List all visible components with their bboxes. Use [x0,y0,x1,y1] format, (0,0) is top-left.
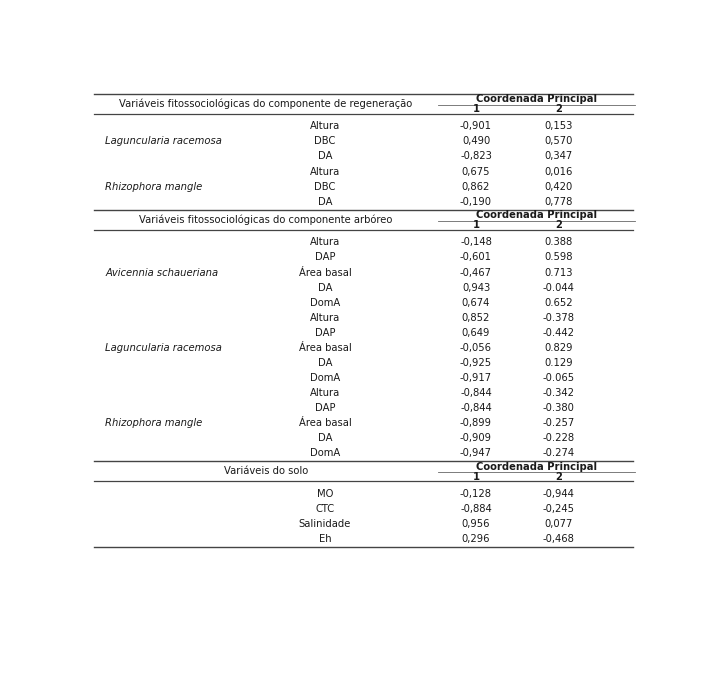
Text: 0,675: 0,675 [462,166,490,177]
Text: -0.228: -0.228 [542,433,574,443]
Text: -0,901: -0,901 [460,121,492,131]
Text: DA: DA [318,197,332,207]
Text: Laguncularia racemosa: Laguncularia racemosa [105,343,222,353]
Text: -0,056: -0,056 [460,343,492,353]
Text: DomA: DomA [310,448,340,458]
Text: DAP: DAP [315,328,335,338]
Text: 0.713: 0.713 [545,268,573,278]
Text: -0.378: -0.378 [542,313,574,323]
Text: -0,128: -0,128 [460,489,492,499]
Text: 0,077: 0,077 [545,519,573,529]
Text: -0,468: -0,468 [542,534,574,544]
Text: Altura: Altura [310,313,340,323]
Text: 0,296: 0,296 [462,534,490,544]
Text: Avicennia schaueriana: Avicennia schaueriana [105,268,218,278]
Text: 0,490: 0,490 [462,136,490,146]
Text: -0,917: -0,917 [460,373,492,383]
Text: Coordenada Principal: Coordenada Principal [476,462,597,472]
Text: Variáveis do solo: Variáveis do solo [224,466,308,477]
Text: 0.388: 0.388 [545,237,573,247]
Text: 1: 1 [472,104,479,114]
Text: -0,844: -0,844 [460,403,492,413]
Text: 0,153: 0,153 [545,121,573,131]
Text: 0,570: 0,570 [545,136,573,146]
Text: -0,844: -0,844 [460,388,492,398]
Text: 0,778: 0,778 [545,197,573,207]
Text: 0,649: 0,649 [462,328,490,338]
Text: 0,943: 0,943 [462,282,490,293]
Text: -0,601: -0,601 [460,253,492,262]
Text: -0,467: -0,467 [460,268,492,278]
Text: 0,862: 0,862 [462,181,490,191]
Text: Altura: Altura [310,121,340,131]
Text: -0.257: -0.257 [542,418,574,428]
Text: 0,420: 0,420 [545,181,573,191]
Text: DA: DA [318,282,332,293]
Text: 0,956: 0,956 [462,519,490,529]
Text: -0,190: -0,190 [460,197,492,207]
Text: -0,909: -0,909 [460,433,492,443]
Text: Área basal: Área basal [298,268,351,278]
Text: Rhizophora mangle: Rhizophora mangle [105,418,202,428]
Text: 2: 2 [555,472,562,482]
Text: 0,674: 0,674 [462,298,490,307]
Text: Coordenada Principal: Coordenada Principal [476,94,597,104]
Text: 0,347: 0,347 [545,152,573,162]
Text: DomA: DomA [310,298,340,307]
Text: DBC: DBC [314,136,335,146]
Text: 2: 2 [555,104,562,114]
Text: Área basal: Área basal [298,418,351,428]
Text: -0,823: -0,823 [460,152,492,162]
Text: Altura: Altura [310,388,340,398]
Text: Laguncularia racemosa: Laguncularia racemosa [105,136,222,146]
Text: 2: 2 [555,220,562,231]
Text: -0,925: -0,925 [460,358,492,368]
Text: DA: DA [318,358,332,368]
Text: DA: DA [318,152,332,162]
Text: Variáveis fitossociológicas do componente arbóreo: Variáveis fitossociológicas do component… [139,214,393,225]
Text: -0.274: -0.274 [542,448,574,458]
Text: -0,947: -0,947 [460,448,492,458]
Text: 0.129: 0.129 [544,358,573,368]
Text: Rhizophora mangle: Rhizophora mangle [105,181,202,191]
Text: -0,944: -0,944 [542,489,574,499]
Text: Área basal: Área basal [298,343,351,353]
Text: MO: MO [317,489,333,499]
Text: 0,016: 0,016 [545,166,573,177]
Text: Variáveis fitossociológicas do componente de regeneração: Variáveis fitossociológicas do component… [119,98,413,109]
Text: DAP: DAP [315,403,335,413]
Text: 1: 1 [472,220,479,231]
Text: DBC: DBC [314,181,335,191]
Text: DAP: DAP [315,253,335,262]
Text: Eh: Eh [318,534,331,544]
Text: Coordenada Principal: Coordenada Principal [476,210,597,220]
Text: -0.442: -0.442 [542,328,574,338]
Text: 0,852: 0,852 [462,313,490,323]
Text: -0,899: -0,899 [460,418,492,428]
Text: 0.652: 0.652 [544,298,573,307]
Text: -0,884: -0,884 [460,504,492,514]
Text: Salinidade: Salinidade [298,519,351,529]
Text: -0.380: -0.380 [542,403,574,413]
Text: -0,245: -0,245 [542,504,574,514]
Text: 0.829: 0.829 [545,343,573,353]
Text: -0,148: -0,148 [460,237,492,247]
Text: 1: 1 [472,472,479,482]
Text: -0.342: -0.342 [542,388,574,398]
Text: -0.044: -0.044 [542,282,574,293]
Text: DA: DA [318,433,332,443]
Text: DomA: DomA [310,373,340,383]
Text: -0.065: -0.065 [542,373,574,383]
Text: Altura: Altura [310,166,340,177]
Text: 0.598: 0.598 [545,253,573,262]
Text: Altura: Altura [310,237,340,247]
Text: CTC: CTC [316,504,335,514]
